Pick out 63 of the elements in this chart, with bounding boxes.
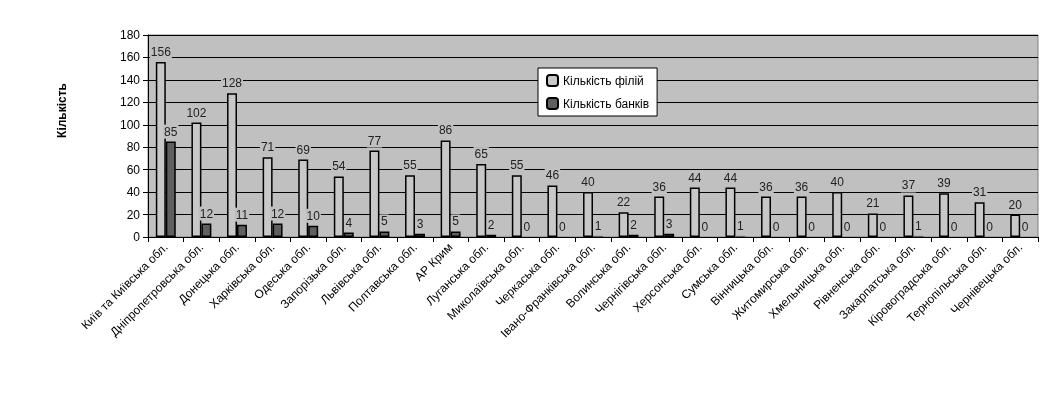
data-label: 36: [759, 179, 774, 194]
y-tick-label: 100: [119, 117, 141, 132]
data-label: 156: [150, 44, 172, 59]
data-label: 4: [345, 215, 353, 230]
y-tick-label: 80: [126, 140, 141, 155]
data-label: 0: [808, 220, 816, 234]
data-label: 0: [559, 220, 567, 234]
data-label: 1: [915, 218, 923, 233]
data-label: 1: [737, 218, 745, 233]
y-axis-title: Кількість: [55, 82, 69, 138]
data-label: 0: [772, 220, 780, 234]
data-label: 0: [701, 220, 709, 234]
data-label: 54: [332, 159, 346, 174]
data-label: 85: [164, 124, 178, 139]
data-label: 31: [972, 185, 987, 200]
data-label: 5: [381, 214, 389, 229]
data-label: 0: [523, 220, 531, 234]
y-tick-label: 160: [119, 50, 141, 65]
data-label: 37: [901, 178, 916, 193]
y-tick-label: 20: [126, 207, 141, 222]
data-label: 39: [937, 176, 952, 191]
y-tick-label: 0: [133, 230, 141, 244]
data-label: 1: [594, 218, 602, 233]
data-label: 77: [367, 133, 382, 148]
data-label: 71: [260, 140, 275, 155]
data-label: 21: [866, 196, 880, 211]
data-label: 55: [510, 158, 524, 173]
data-label: 5: [452, 214, 460, 229]
data-label: 128: [222, 76, 243, 91]
legend-label: Кількість філій: [563, 73, 644, 88]
data-label: 3: [665, 216, 673, 231]
data-label: 0: [1021, 220, 1029, 234]
data-label: 0: [986, 220, 994, 234]
data-label: 0: [843, 220, 851, 234]
data-label: 36: [652, 179, 667, 194]
data-label: 46: [545, 168, 560, 183]
data-label: 40: [581, 175, 596, 190]
data-label: 69: [296, 142, 311, 157]
y-tick-label: 40: [126, 185, 141, 200]
data-label: 12: [199, 206, 214, 221]
data-label: 44: [688, 170, 702, 185]
legend-label: Кількість банків: [563, 96, 650, 111]
y-tick-label: 60: [126, 162, 141, 177]
data-label: 0: [950, 220, 958, 234]
data-label: 40: [830, 175, 845, 190]
data-label: 2: [487, 217, 495, 232]
data-label: 86: [438, 123, 453, 138]
data-label: 0: [879, 220, 887, 234]
data-label: 65: [474, 147, 489, 162]
data-label: 102: [186, 105, 207, 120]
data-label: 11: [235, 207, 249, 222]
data-label: 3: [416, 216, 424, 231]
y-tick-label: 120: [119, 95, 141, 110]
data-label: 55: [403, 158, 418, 173]
data-label: 12: [270, 206, 285, 221]
data-label: 36: [794, 179, 809, 194]
data-label: 10: [306, 208, 321, 223]
y-tick-label: 180: [119, 28, 141, 42]
y-tick-label: 140: [119, 72, 141, 87]
data-label: 44: [723, 170, 738, 185]
data-label: 2: [630, 217, 638, 232]
data-label: 22: [616, 195, 631, 210]
data-label: 20: [1008, 197, 1023, 212]
